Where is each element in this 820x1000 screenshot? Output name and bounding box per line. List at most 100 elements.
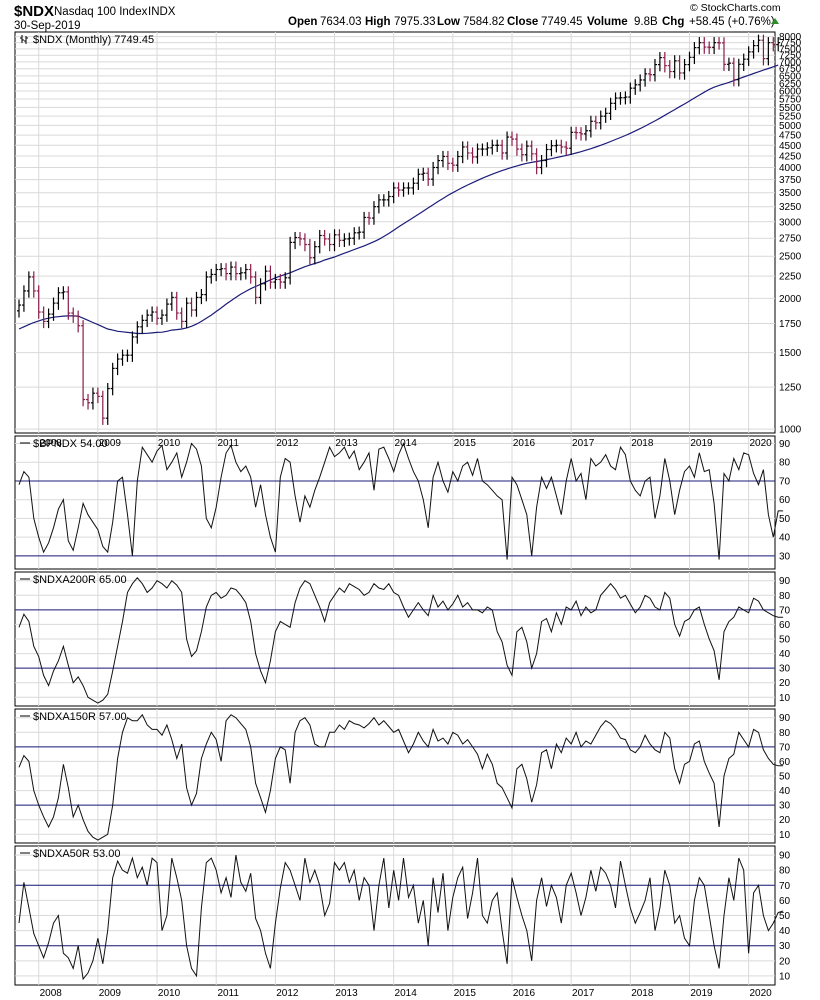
- date-label: 30-Sep-2019: [14, 20, 81, 32]
- y-tick-label: 7000: [779, 57, 802, 68]
- y-tick-label: 3000: [779, 217, 802, 228]
- y-tick-label: 20: [779, 678, 791, 689]
- y-tick-label: 1500: [779, 348, 802, 359]
- y-tick-label: 90: [779, 713, 791, 724]
- price-bar: [652, 59, 657, 82]
- price-bar: [682, 59, 687, 80]
- y-tick-label: 10: [779, 830, 791, 841]
- legend-text: $NDXA200R 65.00: [33, 574, 127, 586]
- y-tick-label: 3750: [779, 175, 802, 186]
- y-tick-label: 3250: [779, 202, 802, 213]
- x-tick-label: 2012: [276, 438, 299, 449]
- price-bar: [174, 291, 179, 320]
- y-tick-label: 30: [779, 941, 791, 952]
- y-tick-label: 7500: [779, 44, 802, 55]
- moving-average-line: [18, 64, 779, 335]
- price-bar: [219, 263, 224, 277]
- price-bar: [71, 307, 76, 323]
- x-tick-label: 2010: [158, 438, 181, 449]
- price-bar: [505, 131, 510, 160]
- y-tick-label: 10: [779, 971, 791, 982]
- x-tick-label: 2009: [99, 438, 122, 449]
- open-label: Open: [288, 16, 317, 28]
- close-label: Close: [507, 16, 538, 28]
- y-tick-label: 50: [779, 514, 791, 525]
- price-bar: [233, 261, 238, 281]
- y-tick-label: 10: [779, 693, 791, 704]
- price-bar: [179, 307, 184, 329]
- price-bar: [544, 143, 549, 168]
- price-bar: [411, 177, 416, 195]
- price-bar: [440, 150, 445, 168]
- price-bar: [317, 229, 322, 254]
- open-value: 7634.03: [320, 16, 362, 28]
- price-bar: [243, 263, 248, 280]
- chg-value: +58.45 (+0.76%): [689, 16, 775, 28]
- y-tick-label: 5250: [779, 112, 802, 123]
- price-bar: [26, 271, 31, 298]
- x-tick-label: 2013: [335, 988, 358, 999]
- x-tick-label: 2014: [395, 438, 418, 449]
- price-bar: [677, 55, 682, 80]
- x-tick-label: 2010: [158, 988, 181, 999]
- price-bar: [327, 233, 332, 252]
- y-tick-label: 5000: [779, 121, 802, 132]
- chg-label: Chg: [662, 16, 684, 28]
- y-tick-label: 7250: [779, 51, 802, 62]
- y-tick-label: 70: [779, 476, 791, 487]
- price-bar: [692, 42, 697, 65]
- y-tick-label: 90: [779, 439, 791, 450]
- price-bar: [332, 229, 337, 252]
- price-bar: [510, 131, 514, 146]
- legend-text: $NDX (Monthly) 7749.45: [33, 34, 154, 46]
- x-tick-label: 2009: [99, 988, 122, 999]
- price-bar: [657, 52, 662, 72]
- ndxa200r-panel: 10 20 30 40 50 60 70 80 90 $NDXA200R 65.00: [14, 571, 791, 707]
- price-bar: [603, 107, 608, 123]
- price-bar: [593, 115, 598, 130]
- up-arrow-icon: [771, 18, 779, 24]
- price-bar: [115, 353, 120, 376]
- x-tick-label: 2012: [276, 988, 299, 999]
- price-bar: [342, 233, 347, 248]
- price-bar: [81, 320, 86, 407]
- price-bar: [731, 57, 736, 87]
- price-bar: [312, 241, 317, 265]
- price-bar: [776, 37, 781, 52]
- price-bar: [110, 362, 115, 396]
- price-panel: 1000 1250 1500 1750 2000 2250 2500 2750 3000 3250…: [14, 31, 802, 436]
- price-bar: [490, 139, 495, 155]
- price-bar: [618, 92, 623, 105]
- price-bar: [736, 58, 741, 87]
- x-tick-label: 2008: [40, 438, 63, 449]
- price-bar: [238, 267, 243, 281]
- price-bar: [381, 194, 386, 207]
- price-bar: [100, 390, 105, 425]
- price-bar: [31, 271, 36, 298]
- x-tick-label: 2014: [395, 988, 418, 999]
- x-tick-label: 2008: [40, 988, 63, 999]
- price-bar: [263, 265, 268, 291]
- price-bar: [406, 182, 411, 195]
- y-tick-label: 70: [779, 881, 791, 892]
- x-tick-label: 2016: [513, 988, 536, 999]
- y-tick-label: 40: [779, 533, 791, 544]
- x-tick-label: 2018: [631, 438, 654, 449]
- y-tick-label: 40: [779, 649, 791, 660]
- price-bar: [209, 268, 214, 284]
- ndxa150r-line: [18, 713, 784, 841]
- price-bar: [95, 387, 100, 404]
- price-bar: [717, 37, 722, 50]
- price-bar: [431, 161, 436, 186]
- price-bar: [396, 182, 401, 197]
- price-bar: [672, 55, 677, 79]
- price-bar: [416, 168, 421, 190]
- price-bar: [519, 143, 524, 162]
- price-bar: [460, 141, 465, 164]
- price-bar: [480, 143, 485, 156]
- price-bar: [76, 310, 81, 333]
- bpndx-legend: $BPNDX 54.00: [20, 438, 108, 450]
- price-bar: [465, 141, 470, 160]
- price-bar: [712, 37, 717, 55]
